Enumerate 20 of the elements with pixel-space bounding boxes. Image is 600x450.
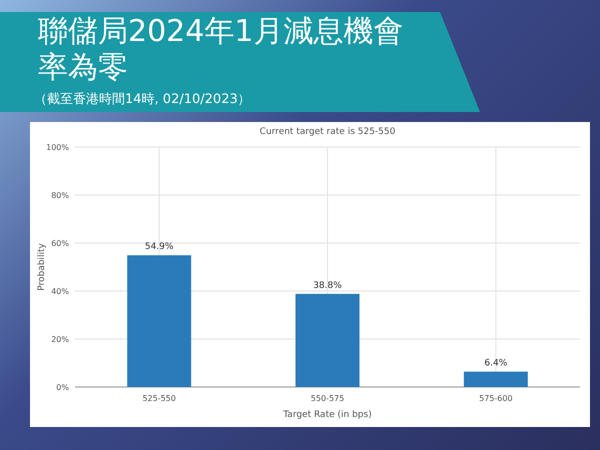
x-tick-label: 575-600 — [479, 394, 513, 403]
y-tick-label: 0% — [56, 383, 70, 392]
y-tick-label: 60% — [51, 239, 70, 248]
data-label: 6.4% — [484, 358, 508, 369]
bar — [464, 372, 528, 387]
data-label: 54.9% — [144, 242, 174, 252]
x-tick-label: 525-550 — [142, 394, 176, 403]
x-axis-title: Target Rate (in bps) — [282, 410, 372, 420]
y-tick-label: 20% — [51, 335, 70, 344]
bar — [127, 255, 192, 387]
y-tick-label: 100% — [46, 143, 70, 152]
data-label: 38.8% — [313, 280, 342, 291]
chart-subtitle: （截至香港時間14時, 02/10/2023） — [34, 91, 251, 108]
y-tick-label: 80% — [51, 191, 70, 200]
text: Current target rate is 525-550 — [260, 127, 396, 137]
x-tick-label: 550-575 — [310, 394, 344, 403]
y-axis-title: Probability — [37, 242, 47, 291]
bar — [296, 294, 360, 387]
chart-title: 聯儲局2024年1月減息機會率為零 — [38, 14, 404, 86]
y-tick-label: 40% — [51, 287, 70, 296]
